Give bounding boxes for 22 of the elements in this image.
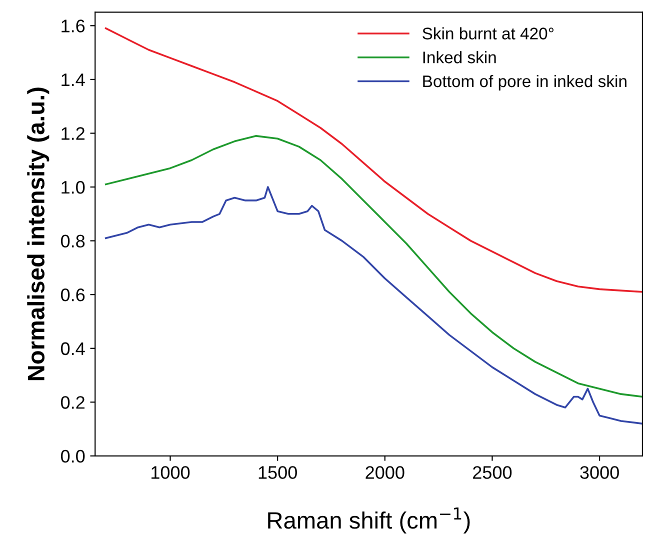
y-tick-label: 1.0 (62, 180, 85, 194)
line-series (104, 135, 642, 398)
y-tick-label: 1.2 (62, 127, 84, 140)
x-tick-label: 1500 (258, 466, 297, 479)
x-tick-label: 1000 (152, 466, 190, 479)
y-axis-title: Normalised intensity (a.u.) (27, 88, 50, 380)
y-tick-label: 0.0 (60, 450, 85, 463)
line-series (104, 27, 642, 293)
x-tick-label: 2000 (366, 466, 404, 479)
legend-label: Inked skin (423, 51, 496, 64)
legend-label: Bottom of pore in inked skin (423, 74, 626, 91)
y-tick-label: 0.2 (60, 396, 84, 409)
y-tick-label: 0.8 (60, 234, 85, 248)
y-tick-label: 0.6 (60, 288, 85, 302)
x-tick-label: 2500 (473, 466, 512, 479)
x-axis-title: Raman shift (cm$^{−1}$) (268, 507, 470, 534)
line-series (104, 186, 642, 425)
y-tick-label: 1.4 (62, 74, 85, 86)
y-tick-label: 0.4 (60, 342, 85, 356)
legend-label: Skin burnt at 420° (422, 27, 554, 40)
x-tick-label: 3000 (580, 466, 619, 479)
y-tick-label: 1.6 (62, 20, 85, 32)
